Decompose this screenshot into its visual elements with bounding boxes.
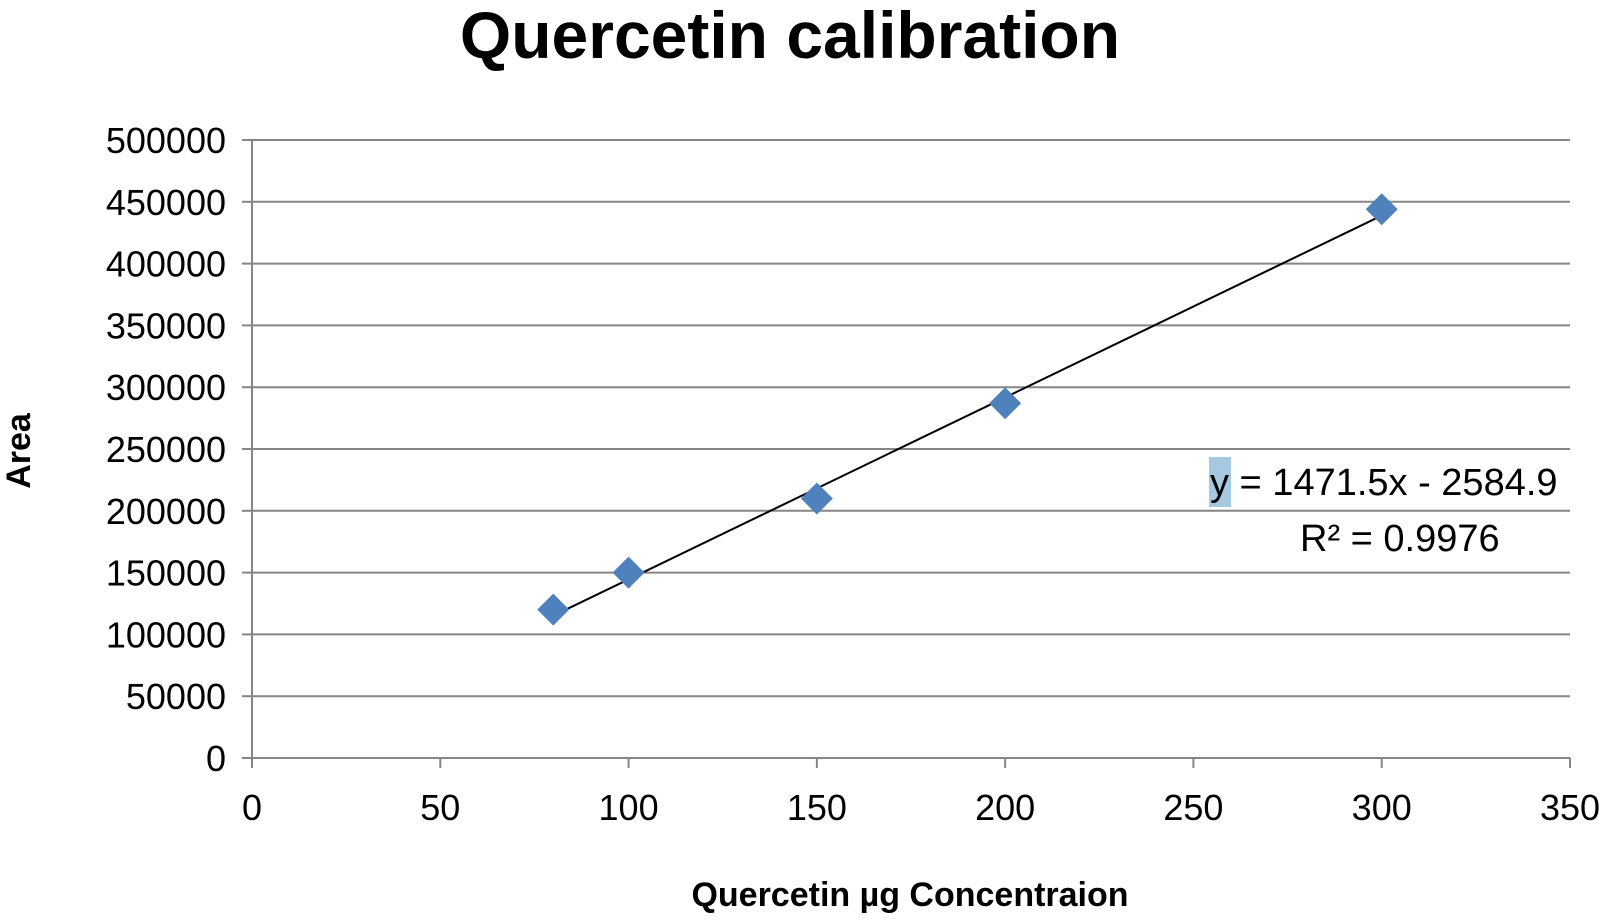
data-point [537, 593, 570, 626]
y-tick-label: 50000 [126, 676, 226, 717]
y-tick-label: 500000 [106, 120, 226, 161]
x-axis-title: Quercetin µg Concentraion [691, 876, 1128, 914]
x-tick-label: 150 [787, 787, 847, 828]
data-point [800, 482, 833, 515]
y-tick-label: 200000 [106, 491, 226, 532]
x-tick-label: 50 [420, 787, 460, 828]
equation-highlight [1209, 457, 1231, 507]
axes [242, 139, 1571, 768]
trendline-group [552, 214, 1383, 617]
x-tick-label: 200 [975, 787, 1035, 828]
data-point [989, 387, 1022, 420]
y-tick-label: 350000 [106, 305, 226, 346]
data-point [1365, 193, 1398, 226]
chart-title: Quercetin calibration [460, 0, 1120, 72]
trendline [552, 214, 1383, 617]
x-tick-label: 100 [599, 787, 659, 828]
gridlines [252, 139, 1570, 698]
y-axis-title: Area [0, 412, 38, 489]
data-point [612, 556, 645, 589]
trendline-equation-group: y = 1471.5x - 2584.9 R² = 0.9976 [1209, 457, 1558, 560]
y-tick-label: 100000 [106, 614, 226, 655]
y-tick-label: 250000 [106, 429, 226, 470]
y-tick-label: 400000 [106, 244, 226, 285]
x-tick-label: 350 [1540, 787, 1600, 828]
y-tick-label: 450000 [106, 182, 226, 223]
y-tick-label: 300000 [106, 367, 226, 408]
x-tick-label: 250 [1163, 787, 1223, 828]
y-tick-label: 0 [206, 738, 226, 779]
x-tick-label: 300 [1352, 787, 1412, 828]
trendline-r-squared: R² = 0.9976 [1300, 518, 1500, 560]
x-tick-label: 0 [242, 787, 262, 828]
data-points [537, 193, 1398, 626]
y-tick-label: 150000 [106, 553, 226, 594]
tick-labels: 0500001000001500002000002500003000003500… [106, 120, 1600, 828]
trendline-equation: y = 1471.5x - 2584.9 [1210, 462, 1558, 504]
